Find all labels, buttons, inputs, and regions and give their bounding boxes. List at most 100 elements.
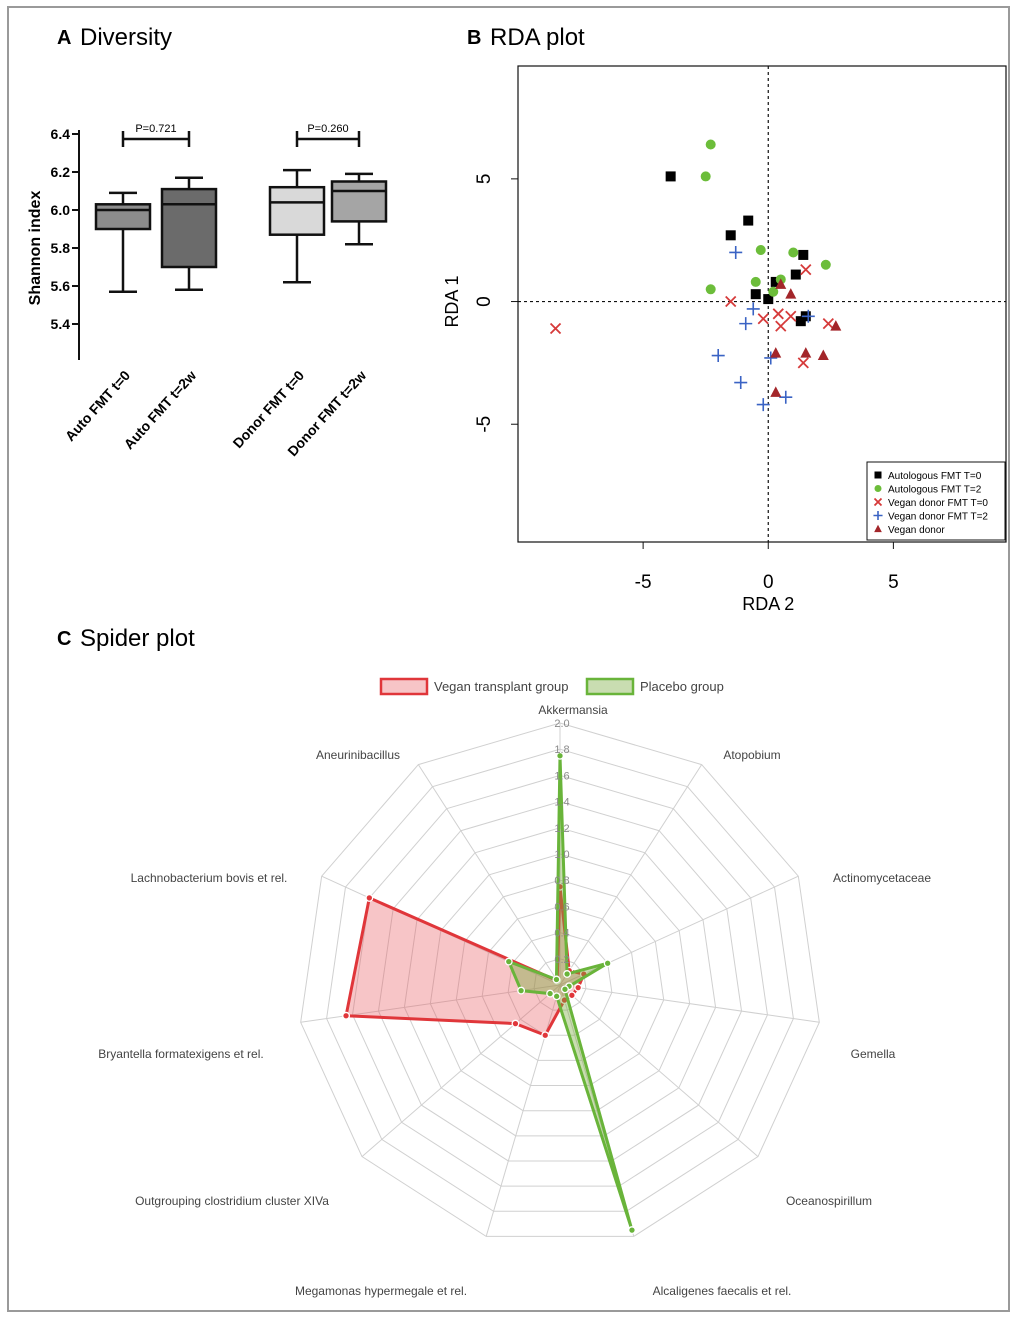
- x-tick-label: -5: [635, 572, 652, 593]
- radar-axis-label: Bryantella formatexigens et rel.: [98, 1047, 263, 1061]
- data-point: [874, 485, 882, 492]
- grid-spoke: [417, 764, 561, 986]
- radial-tick-label: 0.8: [554, 875, 569, 887]
- figure-frame: [7, 6, 1010, 1312]
- data-point: [756, 398, 770, 412]
- y-axis-title: Shannon index: [27, 191, 44, 306]
- radar-point: [556, 751, 564, 760]
- y-tick-label: 5: [474, 174, 495, 185]
- data-point: [785, 310, 797, 322]
- data-point: [797, 357, 809, 369]
- data-point: [772, 308, 784, 320]
- series-4: [711, 245, 815, 412]
- grid-ring: [300, 722, 820, 1237]
- radar-point: [552, 992, 561, 1001]
- legend-label: Placebo group: [640, 679, 724, 694]
- radar-point: [365, 893, 374, 902]
- box-2: [160, 176, 218, 292]
- radar-area: [507, 754, 634, 1232]
- radar-axis-label: Alcaligenes faecalis et rel.: [653, 1284, 792, 1298]
- legend-label: Autologous FMT T=2: [888, 485, 982, 496]
- radar-axis-label: Oceanospirillum: [786, 1194, 872, 1208]
- radar-point: [574, 983, 583, 992]
- data-point: [711, 349, 725, 363]
- grid-spoke: [559, 984, 759, 1157]
- data-point: [757, 313, 769, 325]
- radar-point: [541, 1031, 550, 1040]
- radar-axis-label: Atopobium: [723, 748, 780, 762]
- radar-series-2: [504, 751, 636, 1235]
- radar-point: [628, 1226, 636, 1235]
- radar-axis-label: Lachnobacterium bovis et rel.: [131, 871, 288, 885]
- spider-radar-chart: 0.2 0.4 0.6 0.8 1.0 1.2 1.4 1.6 1.8 2.0Akkermansi…: [98, 677, 931, 1298]
- data-point: [770, 347, 782, 358]
- category-label: Auto FMT t=2w: [120, 367, 199, 452]
- data-point: [725, 295, 737, 308]
- series-1: [665, 171, 811, 327]
- data-point: [830, 320, 842, 331]
- plot-area-border: [517, 65, 1007, 543]
- y-tick-label: 6.0: [51, 202, 71, 218]
- data-point: [770, 386, 782, 397]
- data-point: [746, 302, 760, 316]
- radar-point: [517, 986, 526, 995]
- box-1: [94, 191, 152, 293]
- radial-tick-label: 1.8: [554, 744, 569, 756]
- radial-tick-label: 0.4: [554, 928, 569, 940]
- radar-axis-label: Outgrouping clostridium cluster XIVa: [135, 1194, 329, 1208]
- grid-ring: [507, 932, 613, 1036]
- grid-ring: [377, 801, 743, 1162]
- legend-box: [866, 461, 1006, 541]
- data-point: [775, 320, 787, 332]
- y-tick-label: 6.2: [51, 164, 71, 180]
- grid-spoke: [559, 984, 820, 1023]
- radial-tick-label: 1.0: [554, 849, 569, 861]
- panel-a-letter: A: [57, 27, 71, 49]
- panel-c-title: Spider plot: [80, 625, 195, 652]
- data-point: [822, 317, 834, 330]
- box-body: [268, 185, 326, 236]
- data-point: [755, 245, 766, 256]
- data-point: [750, 289, 761, 300]
- series-5: [770, 278, 842, 397]
- data-point: [817, 349, 829, 361]
- grid-spoke: [559, 764, 703, 986]
- data-point: [768, 286, 779, 297]
- radial-tick-label: 1.2: [554, 823, 569, 835]
- data-point: [801, 309, 815, 323]
- radar-axis-label: Aneurinibacillus: [316, 748, 400, 762]
- data-point: [795, 316, 806, 327]
- data-point: [770, 276, 781, 287]
- radar-point: [511, 1019, 520, 1028]
- data-point: [788, 247, 799, 258]
- y-axis-title: RDA 1: [442, 276, 462, 328]
- data-point: [734, 376, 748, 390]
- data-point: [798, 249, 809, 260]
- y-tick-label: 5.4: [51, 316, 71, 332]
- data-point: [725, 230, 736, 241]
- data-point: [873, 497, 883, 507]
- data-point: [820, 259, 831, 270]
- diversity-box-chart: 5.4 5.6 5.8 6.0 6.2 6.4 Shannon index Auto FMT …: [27, 123, 388, 459]
- data-point: [779, 390, 793, 404]
- data-point: [874, 524, 882, 533]
- radar-point: [504, 957, 513, 966]
- data-point: [729, 245, 743, 259]
- data-point: [549, 322, 562, 335]
- radial-tick-label: 2.0: [554, 718, 569, 730]
- radial-tick-label: 0.2: [554, 954, 569, 966]
- data-point: [705, 284, 716, 295]
- data-point: [874, 471, 882, 479]
- data-point: [764, 351, 778, 365]
- legend-label: Vegan donor FMT T=0: [888, 498, 988, 509]
- legend-label: Vegan donor: [888, 525, 945, 536]
- data-point: [739, 317, 753, 331]
- radial-tick-label: 1.6: [554, 770, 569, 782]
- panel-b-title: RDA plot: [490, 24, 585, 51]
- legend-swatch: [379, 677, 429, 696]
- panel-b-heading: B RDA plot: [467, 24, 585, 51]
- grid-ring: [481, 905, 639, 1061]
- y-tick-label: 0: [474, 296, 495, 307]
- box-body: [160, 187, 218, 269]
- radar-legend: Vegan transplant group Placebo group: [379, 677, 724, 696]
